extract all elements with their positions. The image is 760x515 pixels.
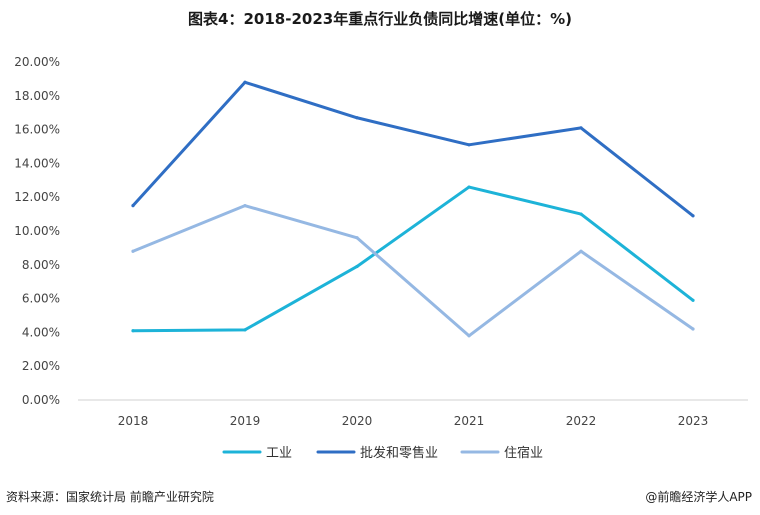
x-tick-label: 2019 bbox=[230, 414, 261, 428]
data-point bbox=[467, 143, 471, 147]
data-point bbox=[579, 126, 583, 130]
x-tick-label: 2022 bbox=[566, 414, 597, 428]
data-point bbox=[355, 264, 359, 269]
credit-note: @前瞻经济学人APP bbox=[645, 490, 752, 504]
y-tick-label: 6.00% bbox=[22, 292, 60, 306]
source-note: 资料来源：国家统计局 前瞻产业研究院 bbox=[6, 490, 214, 504]
legend-label: 批发和零售业 bbox=[360, 445, 438, 461]
series-group bbox=[131, 80, 695, 338]
chart-title: 图表4：2018-2023年重点行业负债同比增速(单位：%) bbox=[188, 10, 572, 28]
data-point bbox=[243, 80, 247, 84]
y-tick-label: 8.00% bbox=[22, 258, 60, 272]
data-point bbox=[691, 298, 695, 302]
data-point bbox=[243, 204, 247, 208]
y-tick-label: 12.00% bbox=[14, 190, 60, 204]
legend-label: 住宿业 bbox=[504, 445, 543, 461]
data-point bbox=[243, 328, 247, 332]
data-point bbox=[579, 212, 583, 216]
x-tick-label: 2021 bbox=[454, 414, 485, 428]
data-point bbox=[579, 249, 583, 253]
legend: 工业 批发和零售业 住宿业 bbox=[222, 445, 543, 461]
y-tick-label: 20.00% bbox=[14, 55, 60, 69]
y-tick-label: 16.00% bbox=[14, 123, 60, 137]
y-tick-label: 2.00% bbox=[22, 359, 60, 373]
y-tick-label: 0.00% bbox=[22, 393, 60, 407]
y-tick-label: 10.00% bbox=[14, 224, 60, 238]
y-tick-label: 4.00% bbox=[22, 325, 60, 339]
data-point bbox=[355, 116, 359, 120]
data-point bbox=[131, 329, 135, 333]
data-point bbox=[131, 204, 135, 208]
y-axis: 0.00% 2.00% 4.00% 6.00% 8.00% 10.00% 12.00% 14.… bbox=[14, 55, 60, 407]
series-line-0 bbox=[131, 185, 695, 333]
data-point bbox=[467, 334, 471, 338]
legend-label: 工业 bbox=[266, 446, 292, 461]
data-point bbox=[467, 185, 471, 189]
x-tick-label: 2018 bbox=[118, 414, 149, 428]
data-point bbox=[355, 236, 359, 240]
data-point bbox=[691, 327, 695, 331]
x-tick-label: 2023 bbox=[678, 414, 709, 428]
y-tick-label: 14.00% bbox=[14, 156, 60, 170]
data-point bbox=[131, 249, 135, 253]
data-point bbox=[691, 214, 695, 218]
x-tick-label: 2020 bbox=[342, 414, 373, 428]
series-line-1 bbox=[131, 80, 695, 218]
x-axis: 2018 2019 2020 2021 2022 2023 bbox=[118, 414, 709, 428]
series-line-2 bbox=[131, 204, 695, 338]
y-tick-label: 18.00% bbox=[14, 89, 60, 103]
